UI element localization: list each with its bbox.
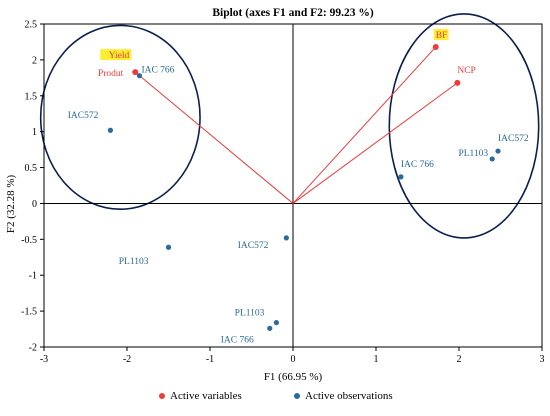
circles-layer bbox=[39, 13, 540, 239]
y-tick-label: -2 bbox=[29, 343, 37, 354]
y-tick-label: 2 bbox=[32, 55, 37, 66]
observation-label: PL1103 bbox=[119, 257, 149, 267]
variable-label: Produt bbox=[98, 69, 124, 79]
observation-label: IAC572 bbox=[68, 111, 99, 121]
observation-point bbox=[495, 148, 501, 154]
variable-vector bbox=[292, 82, 458, 204]
observation-label: PL1103 bbox=[235, 309, 265, 319]
y-tick-label: 0 bbox=[32, 199, 37, 210]
chart-title: Biplot (axes F1 and F2: 99.23 %) bbox=[212, 7, 373, 19]
legend-observations-label: Active observations bbox=[305, 390, 393, 402]
observation-point bbox=[398, 174, 404, 180]
legend-variables-marker bbox=[159, 393, 165, 399]
y-tick-label: -1.5 bbox=[21, 307, 37, 318]
observation-label: IAC572 bbox=[498, 134, 529, 144]
legend: Active variables Active observations bbox=[159, 390, 393, 402]
x-tick-label: 1 bbox=[374, 354, 379, 365]
observation-point bbox=[267, 325, 273, 331]
variable-label-highlight bbox=[100, 49, 132, 61]
y-axis-label: F2 (32.28 %) bbox=[5, 174, 17, 233]
observation-point bbox=[107, 127, 113, 133]
x-tick-label: 3 bbox=[540, 354, 545, 365]
highlight-circle-2 bbox=[388, 13, 540, 239]
variable-vector bbox=[292, 46, 437, 204]
y-tick-label: 1 bbox=[32, 127, 37, 138]
y-tick-label: 1.5 bbox=[25, 91, 38, 102]
points-layer: Yield Produt BF NCP IAC 766 IAC572 IAC572 PL110… bbox=[68, 28, 529, 345]
legend-variables-label: Active variables bbox=[170, 390, 242, 402]
x-tick-label: -1 bbox=[206, 354, 214, 365]
variable-label: Yield bbox=[109, 51, 130, 61]
observation-label: IAC 766 bbox=[141, 66, 174, 76]
observation-label: IAC 766 bbox=[401, 160, 434, 170]
x-tick-label: 2 bbox=[457, 354, 462, 365]
variable-point bbox=[132, 69, 139, 76]
legend-observations-marker bbox=[294, 393, 300, 399]
observation-point bbox=[136, 73, 143, 79]
vectors-layer bbox=[134, 46, 458, 204]
observation-label: IAC572 bbox=[238, 241, 269, 251]
variable-point bbox=[432, 43, 439, 50]
variable-point bbox=[454, 79, 461, 86]
variable-label: BF bbox=[436, 31, 448, 41]
observation-label: PL1103 bbox=[458, 149, 488, 159]
observation-point bbox=[273, 319, 279, 326]
observation-point bbox=[489, 156, 495, 162]
x-tick-label: -2 bbox=[123, 354, 131, 365]
x-axis-label: F1 (66.95 %) bbox=[264, 371, 323, 383]
x-tick-label: -3 bbox=[40, 354, 48, 365]
variable-label: NCP bbox=[457, 66, 475, 76]
variable-vector bbox=[134, 71, 294, 204]
x-tick-label: 0 bbox=[291, 354, 296, 365]
observation-point bbox=[165, 244, 172, 250]
observation-label: IAC 766 bbox=[221, 335, 254, 345]
observation-point bbox=[283, 235, 289, 241]
highlight-circle-1 bbox=[39, 24, 201, 210]
y-tick-label: -1 bbox=[29, 271, 37, 282]
y-tick-label: 2.5 bbox=[25, 20, 38, 31]
y-tick-label: 0.5 bbox=[25, 163, 38, 174]
variable-label-highlight bbox=[433, 28, 449, 40]
y-tick-label: -0.5 bbox=[21, 235, 37, 246]
axes-layer: -3 -2 -1 0 1 2 3-2-1.5-1-0.500.511.522.5 bbox=[21, 20, 544, 366]
